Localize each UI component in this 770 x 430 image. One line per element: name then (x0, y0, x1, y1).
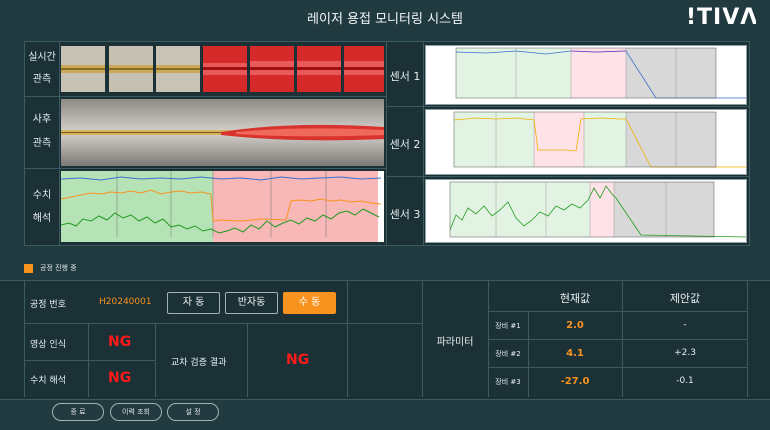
sensor-1-label: 센서 1 (389, 70, 421, 83)
parameters-title: 파라미터 (436, 337, 474, 348)
numeric-result: NG (108, 370, 132, 386)
numeric-label-2: 해석 (32, 213, 52, 224)
cross-validation-label: 교차 검증 결과 (171, 358, 227, 368)
sensor-2-chart[interactable] (425, 109, 747, 175)
brand-logo: !TIVɅI (686, 3, 766, 35)
app-title: 레이저 용접 모니터링 시스템 (307, 12, 463, 27)
post-observation-image[interactable] (61, 99, 384, 166)
process-info: 공정 번호 H20240001 자 동 반자동 수 동 영상 인식 NG 수치 … (24, 281, 422, 397)
history-button[interactable]: 이력 조회 (110, 403, 162, 421)
progress-legend-label: 공정 진행 중 (40, 264, 77, 272)
col-suggest-header: 제안값 (669, 292, 701, 305)
realtime-frame-1[interactable] (61, 46, 105, 92)
vision-result: NG (108, 334, 132, 350)
realtime-frame-3[interactable] (156, 46, 200, 92)
param-row-3-name: 장비 #3 (495, 378, 521, 386)
vision-label: 영상 인식 (30, 340, 66, 350)
mode-manual-button[interactable]: 수 동 (283, 292, 336, 314)
param-row-1-current: 2.0 (566, 320, 584, 331)
realtime-frame-5[interactable] (250, 46, 294, 92)
param-row-1-suggest: - (683, 320, 687, 330)
observation-panel: 실시간 관측 사후 관측 수치 해석 (24, 41, 388, 246)
param-row-1-name: 장비 #1 (495, 322, 521, 330)
realtime-frame-6[interactable] (297, 46, 341, 92)
col-current-header: 현재값 (559, 292, 591, 305)
mode-semi-auto-button[interactable]: 반자동 (225, 292, 278, 314)
numeric-label-1: 수치 (32, 190, 52, 201)
sensor-1-chart[interactable] (425, 45, 747, 105)
realtime-frame-2[interactable] (109, 46, 153, 92)
realtime-label-2: 관측 (32, 74, 52, 85)
param-row-3-current: -27.0 (560, 376, 590, 387)
post-label-2: 관측 (32, 138, 52, 149)
sensor-panel: 센서 1 센서 2 센서 3 (386, 41, 750, 246)
cross-validation-result: NG (286, 352, 310, 368)
progress-indicator-icon (24, 264, 33, 273)
post-label-1: 사후 (32, 114, 52, 125)
mode-auto-button[interactable]: 자 동 (167, 292, 220, 314)
process-number-label: 공정 번호 (30, 300, 66, 310)
param-row-2-suggest: +2.3 (674, 348, 696, 358)
param-row-3-suggest: -0.1 (676, 376, 694, 386)
realtime-label-1: 실시간 (28, 52, 56, 63)
numeric-label: 수치 해석 (30, 376, 66, 386)
sensor-3-chart[interactable] (425, 179, 747, 243)
exit-button[interactable]: 종 료 (52, 403, 104, 421)
numeric-analysis-chart[interactable] (60, 171, 384, 242)
process-panel (0, 280, 770, 400)
realtime-frame-4[interactable] (203, 46, 247, 92)
realtime-frame-7[interactable] (344, 46, 384, 92)
parameters-panel: 파라미터 현재값 제안값 장비 #1 2.0 - 장비 #2 4.1 +2.3 … (422, 281, 748, 397)
sensor-2-label: 센서 2 (389, 138, 421, 151)
settings-button[interactable]: 설 정 (167, 403, 219, 421)
process-number-value: H20240001 (99, 297, 152, 307)
svg-text:!TIVɅI: !TIVɅI (686, 5, 756, 29)
param-row-2-name: 장비 #2 (495, 350, 521, 358)
param-row-2-current: 4.1 (566, 348, 584, 359)
sensor-3-label: 센서 3 (389, 208, 421, 221)
